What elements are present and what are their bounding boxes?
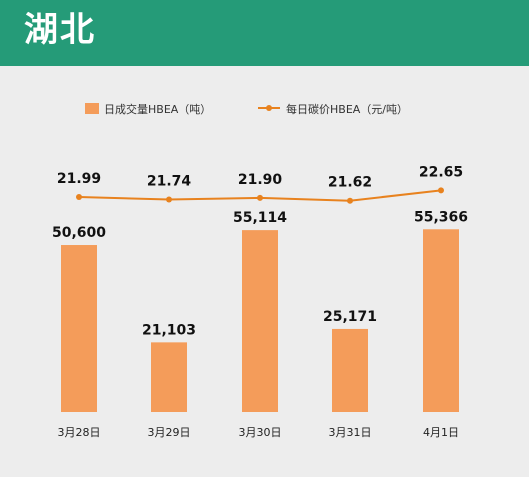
price-value-label: 21.74 (147, 174, 192, 190)
legend-bar-swatch (85, 103, 99, 114)
x-axis-ticks: 3月28日 3月29日 3月30日 3月31日 4月1日 (58, 426, 460, 439)
price-value-label: 21.62 (328, 175, 372, 191)
price-point (438, 187, 444, 194)
bar (151, 342, 187, 412)
price-point (166, 196, 172, 203)
legend-bar-label: 日成交量HBEA（吨） (104, 102, 211, 116)
bar-value-label: 50,600 (52, 225, 106, 241)
price-point (257, 194, 263, 201)
bar (61, 245, 97, 412)
bar-value-label: 21,103 (142, 322, 196, 338)
bar (242, 230, 278, 412)
x-tick-label: 3月28日 (58, 426, 101, 439)
legend-line-marker (266, 105, 272, 111)
combo-chart: 日成交量HBEA（吨） 每日碳价HBEA（元/吨） 50,600 21,103 55… (52, 102, 468, 439)
bar-value-label: 55,114 (233, 210, 287, 226)
x-tick-label: 3月31日 (329, 426, 372, 439)
price-point (347, 197, 353, 204)
line-series: 21.99 21.74 21.90 21.62 22.65 (57, 164, 463, 204)
price-value-label: 22.65 (419, 164, 463, 180)
page-title: 湖北 (24, 10, 96, 50)
x-tick-label: 3月30日 (239, 426, 282, 439)
chart-panel: 日成交量HBEA（吨） 每日碳价HBEA（元/吨） 50,600 21,103 55… (0, 66, 529, 477)
bar-series: 50,600 21,103 55,114 25,171 55,366 (52, 209, 468, 412)
bar-value-label: 25,171 (323, 309, 377, 325)
bar (332, 328, 368, 412)
bar-value-label: 55,366 (414, 209, 468, 225)
x-tick-label: 4月1日 (423, 426, 459, 439)
header-bar: 湖北 (0, 0, 529, 66)
price-value-label: 21.90 (238, 172, 283, 188)
x-tick-label: 3月29日 (148, 426, 191, 439)
price-value-label: 21.99 (57, 171, 101, 187)
legend-line-label: 每日碳价HBEA（元/吨） (286, 102, 408, 116)
bar (423, 229, 459, 412)
price-point (76, 194, 82, 200)
legend: 日成交量HBEA（吨） 每日碳价HBEA（元/吨） (85, 102, 408, 116)
